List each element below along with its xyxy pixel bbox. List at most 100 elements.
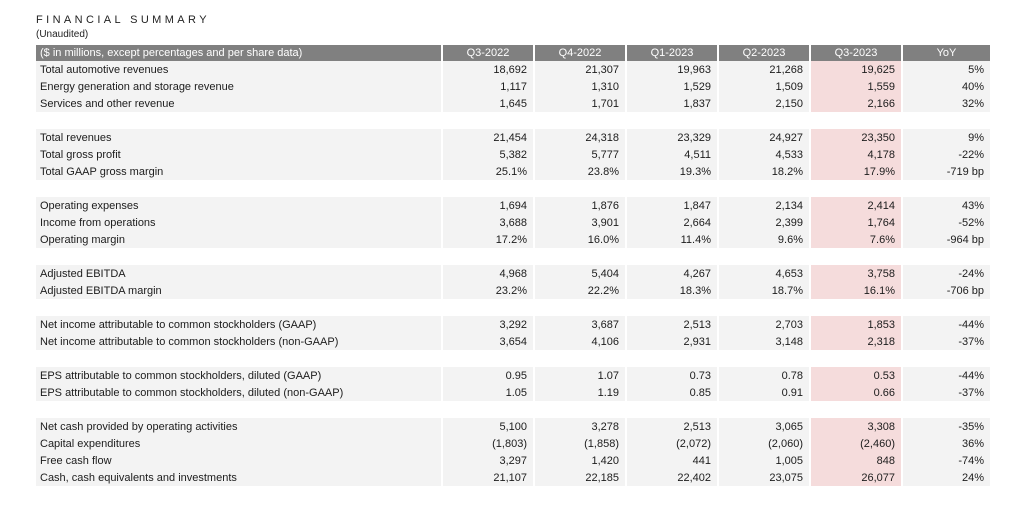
value-cell: 5,404 — [533, 265, 626, 282]
table-row: Total GAAP gross margin 25.1% 23.8% 19.3% 18… — [36, 163, 990, 180]
spacer-cell — [36, 350, 990, 367]
table-row: Net income attributable to common stockh… — [36, 316, 990, 333]
row-label: Total revenues — [36, 129, 442, 146]
row-label: Free cash flow — [36, 452, 442, 469]
table-body: Total automotive revenues 18,692 21,307 19,… — [36, 61, 990, 486]
page-subtitle: (Unaudited) — [36, 29, 89, 40]
value-cell: 22.2% — [533, 282, 626, 299]
column-header: Q3-2023 — [809, 45, 902, 61]
yoy-cell: -44% — [901, 367, 990, 384]
value-cell: 11.4% — [625, 231, 718, 248]
yoy-cell: -44% — [901, 316, 990, 333]
table-row: Services and other revenue 1,645 1,701 1,83… — [36, 95, 990, 112]
highlighted-value-cell: 1,853 — [809, 316, 902, 333]
table-row: Energy generation and storage revenue 1,1… — [36, 78, 990, 95]
yoy-cell: -24% — [901, 265, 990, 282]
group-spacer — [36, 112, 990, 129]
table-row: Total gross profit 5,382 5,777 4,511 4,533 4,… — [36, 146, 990, 163]
row-label: Adjusted EBITDA margin — [36, 282, 442, 299]
table-row: Net income attributable to common stockh… — [36, 333, 990, 350]
yoy-cell: 43% — [901, 197, 990, 214]
value-cell: 4,106 — [533, 333, 626, 350]
highlighted-value-cell: 2,318 — [809, 333, 902, 350]
value-cell: 1,117 — [441, 78, 534, 95]
table-row: Capital expenditures (1,803) (1,858) (2,072… — [36, 435, 990, 452]
row-label: Adjusted EBITDA — [36, 265, 442, 282]
value-cell: 18.3% — [625, 282, 718, 299]
table-row: EPS attributable to common stockholders,… — [36, 367, 990, 384]
value-cell: 21,307 — [533, 61, 626, 78]
financial-summary-table: ($ in millions, except percentages and p… — [36, 45, 990, 486]
highlighted-value-cell: 0.53 — [809, 367, 902, 384]
value-cell: 1,005 — [717, 452, 810, 469]
row-label: Capital expenditures — [36, 435, 442, 452]
highlighted-value-cell: (2,460) — [809, 435, 902, 452]
value-cell: 0.78 — [717, 367, 810, 384]
value-cell: 0.85 — [625, 384, 718, 401]
value-cell: 3,065 — [717, 418, 810, 435]
value-cell: 4,968 — [441, 265, 534, 282]
value-cell: 2,703 — [717, 316, 810, 333]
value-cell: 0.91 — [717, 384, 810, 401]
table-row: Cash, cash equivalents and investments 21… — [36, 469, 990, 486]
value-cell: 23.2% — [441, 282, 534, 299]
value-cell: 9.6% — [717, 231, 810, 248]
value-cell: 5,777 — [533, 146, 626, 163]
spacer-cell — [36, 401, 990, 418]
group-spacer — [36, 401, 990, 418]
value-cell: 1,420 — [533, 452, 626, 469]
value-cell: 1,694 — [441, 197, 534, 214]
table-row: Income from operations 3,688 3,901 2,664 2,3… — [36, 214, 990, 231]
value-cell: 3,688 — [441, 214, 534, 231]
value-cell: 3,297 — [441, 452, 534, 469]
value-cell: 21,454 — [441, 129, 534, 146]
highlighted-value-cell: 16.1% — [809, 282, 902, 299]
row-label: Net income attributable to common stockh… — [36, 316, 442, 333]
value-cell: 21,107 — [441, 469, 534, 486]
table-row: Net cash provided by operating activitie… — [36, 418, 990, 435]
value-cell: 1,645 — [441, 95, 534, 112]
table-row: Adjusted EBITDA margin 23.2% 22.2% 18.3% 18.… — [36, 282, 990, 299]
value-cell: 0.95 — [441, 367, 534, 384]
value-cell: 1,701 — [533, 95, 626, 112]
yoy-cell: -719 bp — [901, 163, 990, 180]
yoy-cell: 32% — [901, 95, 990, 112]
value-cell: 25.1% — [441, 163, 534, 180]
table-row: Operating expenses 1,694 1,876 1,847 2,134 2,… — [36, 197, 990, 214]
yoy-cell: -35% — [901, 418, 990, 435]
column-header: ($ in millions, except percentages and p… — [36, 45, 442, 61]
table-header-row: ($ in millions, except percentages and p… — [36, 45, 990, 61]
value-cell: 4,533 — [717, 146, 810, 163]
value-cell: 22,402 — [625, 469, 718, 486]
yoy-cell: -964 bp — [901, 231, 990, 248]
value-cell: 18,692 — [441, 61, 534, 78]
group-spacer — [36, 299, 990, 316]
row-label: Income from operations — [36, 214, 442, 231]
value-cell: 23.8% — [533, 163, 626, 180]
value-cell: 3,687 — [533, 316, 626, 333]
table-row: EPS attributable to common stockholders,… — [36, 384, 990, 401]
yoy-cell: 24% — [901, 469, 990, 486]
highlighted-value-cell: 23,350 — [809, 129, 902, 146]
value-cell: 16.0% — [533, 231, 626, 248]
group-spacer — [36, 180, 990, 197]
yoy-cell: -37% — [901, 384, 990, 401]
value-cell: 2,513 — [625, 418, 718, 435]
row-label: Energy generation and storage revenue — [36, 78, 442, 95]
value-cell: 441 — [625, 452, 718, 469]
row-label: Total GAAP gross margin — [36, 163, 442, 180]
yoy-cell: -22% — [901, 146, 990, 163]
spacer-cell — [36, 248, 990, 265]
highlighted-value-cell: 26,077 — [809, 469, 902, 486]
value-cell: 1.05 — [441, 384, 534, 401]
yoy-cell: 36% — [901, 435, 990, 452]
value-cell: 1,847 — [625, 197, 718, 214]
value-cell: 4,267 — [625, 265, 718, 282]
highlighted-value-cell: 7.6% — [809, 231, 902, 248]
value-cell: 3,901 — [533, 214, 626, 231]
column-header: Q3-2022 — [441, 45, 534, 61]
value-cell: 3,292 — [441, 316, 534, 333]
value-cell: 18.7% — [717, 282, 810, 299]
highlighted-value-cell: 3,758 — [809, 265, 902, 282]
value-cell: 22,185 — [533, 469, 626, 486]
